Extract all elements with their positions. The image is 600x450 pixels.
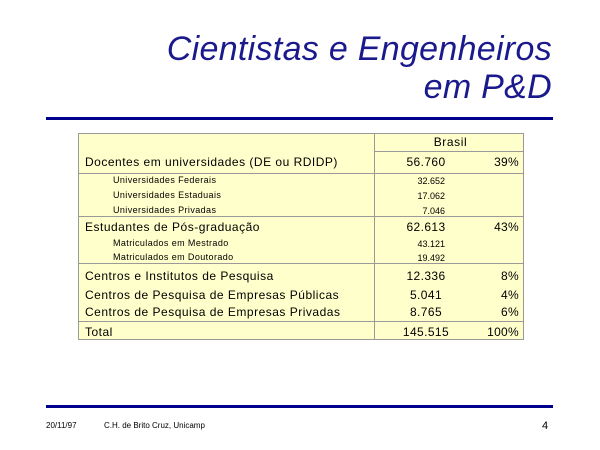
table-subrow-value: 7.046 xyxy=(422,206,445,216)
table-subrow-value: 17.062 xyxy=(417,191,445,201)
data-table: Brasil Docentes em universidades (DE ou … xyxy=(78,133,524,340)
table-subrow-label: Matriculados em Mestrado xyxy=(113,238,229,248)
column-divider xyxy=(374,134,375,339)
table-total-percent: 100% xyxy=(487,325,519,339)
table-row-value: 62.613 xyxy=(406,220,446,234)
table-row-value: 5.041 xyxy=(409,288,443,302)
table-row-label: Docentes em universidades (DE ou RDIDP) xyxy=(85,155,338,169)
table-row-label: Centros e Institutos de Pesquisa xyxy=(85,269,274,283)
slide-title-line-2: em P&D xyxy=(423,68,552,106)
table-row-percent: 6% xyxy=(501,305,519,319)
footer-divider xyxy=(46,405,553,408)
table-subrow-value: 43.121 xyxy=(417,239,445,249)
header-divider xyxy=(374,151,523,152)
slide-title-line-1: Cientistas e Engenheiros xyxy=(166,30,552,68)
table-row-percent: 4% xyxy=(501,288,519,302)
slide-title: Cientistas e Engenheiros em P&D xyxy=(72,30,552,106)
table-row-percent: 43% xyxy=(494,220,519,234)
table-row-value: 8.765 xyxy=(409,305,443,319)
table-row-label: Estudantes de Pós-graduação xyxy=(85,220,260,234)
table-total-value: 145.515 xyxy=(402,325,450,339)
footer-author: C.H. de Brito Cruz, Unicamp xyxy=(104,421,205,430)
page-number: 4 xyxy=(542,420,549,432)
table-row-value: 12.336 xyxy=(406,269,446,283)
table-row-value: 56.760 xyxy=(406,155,446,169)
title-divider xyxy=(46,117,553,120)
footer-date: 20/11/97 xyxy=(46,421,77,430)
table-subrow-value: 32.652 xyxy=(417,176,445,186)
row-divider xyxy=(79,173,523,174)
table-row-label: Centros de Pesquisa de Empresas Públicas xyxy=(85,288,340,302)
table-subrow-label: Universidades Privadas xyxy=(113,205,217,215)
table-subrow-label: Universidades Estaduais xyxy=(113,190,222,200)
table-subrow-label: Matriculados em Doutorado xyxy=(113,252,234,262)
row-divider xyxy=(79,263,523,264)
table-row-label: Centros de Pesquisa de Empresas Privadas xyxy=(85,305,341,319)
row-divider xyxy=(79,216,523,217)
row-divider xyxy=(79,321,523,322)
table-subrow-label: Universidades Federais xyxy=(113,175,217,185)
table-total-label: Total xyxy=(85,325,113,339)
table-row-percent: 8% xyxy=(501,269,519,283)
column-header-brasil: Brasil xyxy=(433,135,468,149)
table-row-percent: 39% xyxy=(494,155,519,169)
table-subrow-value: 19.492 xyxy=(417,253,445,263)
